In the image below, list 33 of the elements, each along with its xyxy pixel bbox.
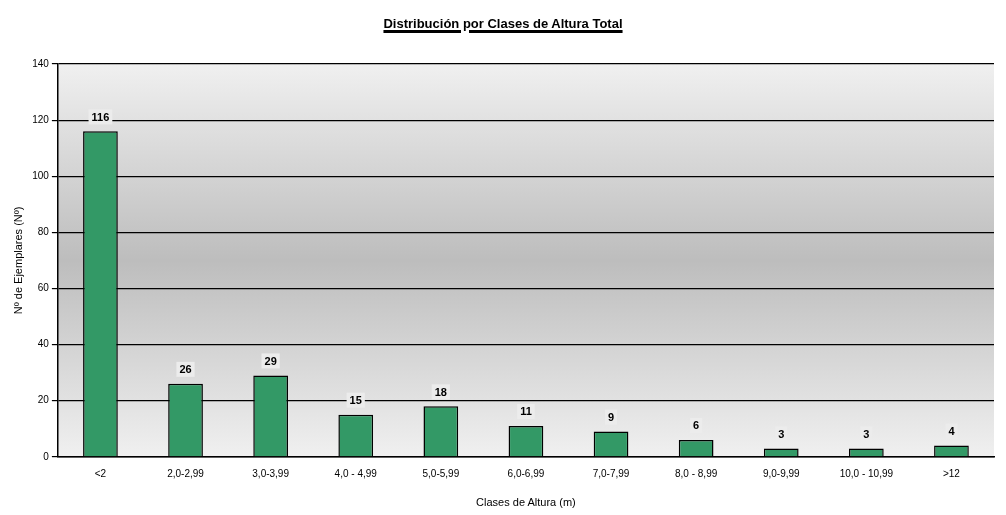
y-tick-label: 140 [32, 57, 50, 69]
x-tick-label: 10,0 - 10,99 [839, 467, 894, 479]
data-label: 18 [434, 385, 447, 398]
data-label: 15 [349, 394, 362, 407]
data-label: 9 [607, 411, 615, 424]
x-axis-title: Clases de Altura (m) [476, 496, 576, 509]
x-tick-label: 7,0-7,99 [592, 467, 630, 479]
y-axis-title: Nº de Ejemplares (Nº) [11, 206, 24, 315]
data-label: 4 [948, 425, 956, 438]
x-tick-label: 4,0 - 4,99 [334, 467, 378, 479]
data-label: 3 [863, 427, 870, 440]
y-tick-label: 80 [37, 226, 50, 238]
x-tick-label: <2 [94, 467, 107, 479]
x-tick-label: 2,0-2,99 [167, 467, 205, 479]
x-tick-label: 6,0-6,99 [507, 467, 545, 479]
y-tick-label: 20 [37, 394, 50, 406]
x-tick-label: 3,0-3,99 [252, 467, 290, 479]
data-label: 6 [693, 419, 700, 432]
x-tick-label: 9,0-9,99 [762, 467, 801, 479]
y-tick-label: 120 [32, 113, 50, 125]
x-tick-label: >12 [942, 467, 961, 479]
x-tick-label: 5,0-5,99 [422, 467, 460, 479]
y-tick-label: 40 [37, 338, 50, 350]
data-label: 3 [778, 427, 785, 440]
data-label: 29 [264, 354, 277, 367]
y-tick-label: 0 [43, 450, 50, 462]
data-label: 116 [91, 110, 110, 123]
data-label: 11 [520, 405, 532, 418]
chart-title: Distribución por Clases de Altura Total [383, 16, 623, 31]
data-label: 26 [179, 363, 192, 376]
y-tick-label: 100 [32, 169, 50, 181]
y-tick-label: 60 [37, 282, 50, 294]
x-tick-label: 8,0 - 8,99 [675, 467, 718, 479]
